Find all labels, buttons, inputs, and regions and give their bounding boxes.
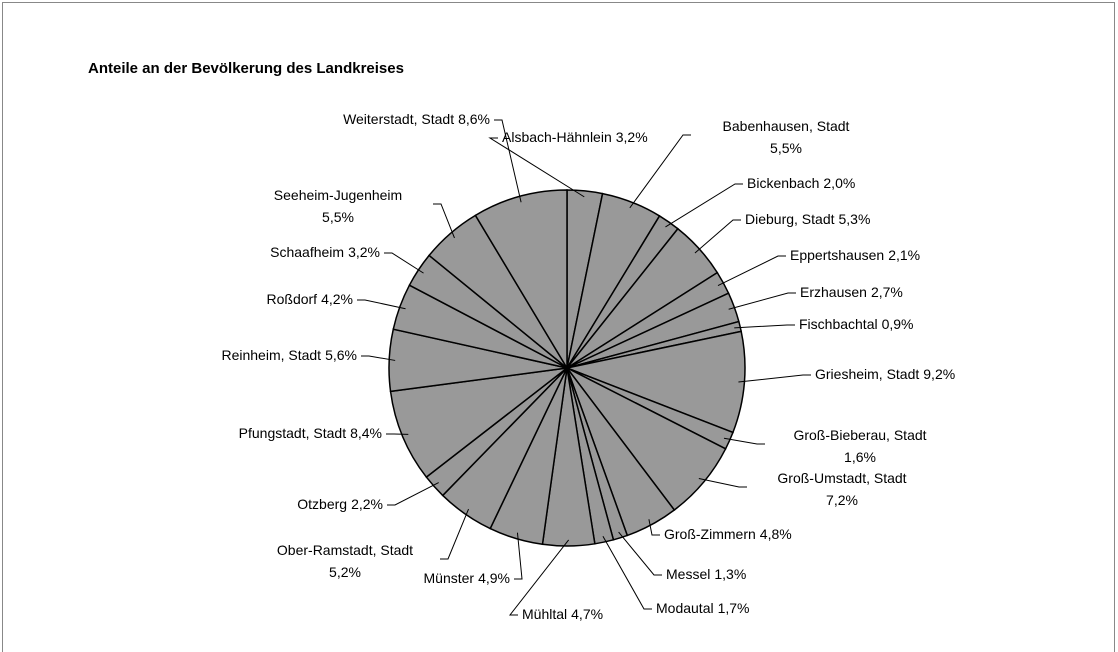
value-label: 8,6% bbox=[458, 111, 490, 127]
category-name: Dieburg, Stadt bbox=[745, 211, 835, 227]
leader-line bbox=[694, 219, 741, 254]
value-label: 4,7% bbox=[571, 606, 603, 622]
data-label: Ober-Ramstadt, Stadt 5,2% bbox=[277, 542, 413, 580]
data-label: Groß-Bieberau, Stadt 1,6% bbox=[793, 427, 926, 465]
data-label: Otzberg 2,2% bbox=[297, 496, 383, 512]
leader-line bbox=[648, 519, 660, 536]
pie: Alsbach-Hähnlein 3,2%Babenhausen, Stadt 5,… bbox=[221, 111, 955, 622]
data-label: Groß-Zimmern 4,8% bbox=[664, 526, 792, 542]
value-label: 5,5% bbox=[770, 140, 802, 156]
leader-line bbox=[494, 119, 522, 203]
leader-line bbox=[665, 183, 743, 228]
category-name: Alsbach-Hähnlein bbox=[502, 129, 612, 145]
leader-line bbox=[433, 203, 455, 239]
value-label: 3,2% bbox=[616, 129, 648, 145]
value-label: 1,6% bbox=[844, 449, 876, 465]
category-name: Babenhausen, Stadt bbox=[723, 118, 850, 134]
value-label: 5,2% bbox=[329, 564, 361, 580]
data-label: Modautal 1,7% bbox=[656, 600, 750, 616]
pie-slice bbox=[389, 366, 570, 479]
category-name: Modautal bbox=[656, 600, 714, 616]
leader-line bbox=[728, 292, 796, 310]
value-label: 4,8% bbox=[760, 526, 792, 542]
data-label: Seeheim-Jugenheim 5,5% bbox=[274, 187, 402, 225]
value-label: 5,5% bbox=[322, 209, 354, 225]
category-name: Groß-Umstadt, Stadt bbox=[777, 470, 906, 486]
leader-line bbox=[698, 477, 747, 488]
category-name: Bickenbach bbox=[747, 175, 819, 191]
category-name: Fischbachtal bbox=[799, 316, 878, 332]
value-label: 3,2% bbox=[348, 244, 380, 260]
category-name: Otzberg bbox=[297, 496, 347, 512]
value-label: 2,7% bbox=[871, 284, 903, 300]
category-name: Münster bbox=[424, 570, 475, 586]
leader-line bbox=[387, 482, 439, 506]
pie-slice bbox=[564, 330, 746, 434]
category-name: Messel bbox=[666, 566, 710, 582]
category-name: Seeheim-Jugenheim bbox=[274, 187, 402, 203]
leader-line bbox=[488, 137, 585, 198]
value-label: 2,2% bbox=[351, 496, 383, 512]
data-label: Eppertshausen 2,1% bbox=[790, 247, 920, 263]
value-label: 2,0% bbox=[823, 175, 855, 191]
data-label: Bickenbach 2,0% bbox=[747, 175, 855, 191]
data-label: Pfungstadt, Stadt 8,4% bbox=[239, 425, 382, 441]
data-label: Griesheim, Stadt 9,2% bbox=[815, 366, 955, 382]
leader-line bbox=[618, 531, 662, 576]
leader-line bbox=[357, 299, 406, 310]
value-label: 1,7% bbox=[718, 600, 750, 616]
data-label: Erzhausen 2,7% bbox=[800, 284, 903, 300]
value-label: 1,3% bbox=[714, 566, 746, 582]
data-label: Weiterstadt, Stadt 8,6% bbox=[343, 111, 490, 127]
data-label: Messel 1,3% bbox=[666, 566, 746, 582]
data-label: Alsbach-Hähnlein 3,2% bbox=[502, 129, 648, 145]
data-label: Fischbachtal 0,9% bbox=[799, 316, 914, 332]
category-name: Schaafheim bbox=[270, 244, 344, 260]
leader-line bbox=[723, 437, 765, 445]
value-label: 5,6% bbox=[325, 347, 357, 363]
category-name: Groß-Bieberau, Stadt bbox=[793, 427, 926, 443]
category-name: Griesheim, Stadt bbox=[815, 366, 919, 382]
category-name: Weiterstadt, Stadt bbox=[343, 111, 454, 127]
leader-line bbox=[734, 324, 795, 329]
leader-line bbox=[440, 508, 470, 560]
chart-title: Anteile an der Bevölkerung des Landkreis… bbox=[88, 60, 404, 77]
leader-line bbox=[629, 134, 691, 209]
data-label: Reinheim, Stadt 5,6% bbox=[221, 347, 357, 363]
data-label: Münster 4,9% bbox=[424, 570, 511, 586]
category-name: Ober-Ramstadt, Stadt bbox=[277, 542, 413, 558]
category-name: Pfungstadt, Stadt bbox=[239, 425, 347, 441]
value-label: 2,1% bbox=[888, 247, 920, 263]
leader-line bbox=[384, 252, 424, 274]
category-name: Erzhausen bbox=[800, 284, 867, 300]
category-name: Mühltal bbox=[522, 606, 567, 622]
leader-line bbox=[508, 539, 570, 616]
data-label: Groß-Umstadt, Stadt 7,2% bbox=[777, 470, 906, 508]
category-name: Eppertshausen bbox=[790, 247, 884, 263]
data-label: Dieburg, Stadt 5,3% bbox=[745, 211, 870, 227]
value-label: 8,4% bbox=[350, 425, 382, 441]
leader-line bbox=[514, 532, 523, 580]
category-name: Reinheim, Stadt bbox=[221, 347, 321, 363]
leader-line bbox=[738, 374, 811, 383]
data-label: Mühltal 4,7% bbox=[522, 606, 603, 622]
category-name: Roßdorf bbox=[267, 291, 318, 307]
value-label: 7,2% bbox=[826, 492, 858, 508]
value-label: 5,3% bbox=[839, 211, 871, 227]
data-label: Schaafheim 3,2% bbox=[270, 244, 380, 260]
data-label: Babenhausen, Stadt 5,5% bbox=[723, 118, 850, 156]
leader-line bbox=[602, 535, 652, 610]
value-label: 9,2% bbox=[923, 366, 955, 382]
leader-line bbox=[717, 255, 786, 287]
data-label: Roßdorf 4,2% bbox=[267, 291, 354, 307]
value-label: 4,9% bbox=[478, 570, 510, 586]
leader-line bbox=[361, 355, 396, 361]
value-label: 0,9% bbox=[882, 316, 914, 332]
category-name: Groß-Zimmern bbox=[664, 526, 756, 542]
value-label: 4,2% bbox=[321, 291, 353, 307]
